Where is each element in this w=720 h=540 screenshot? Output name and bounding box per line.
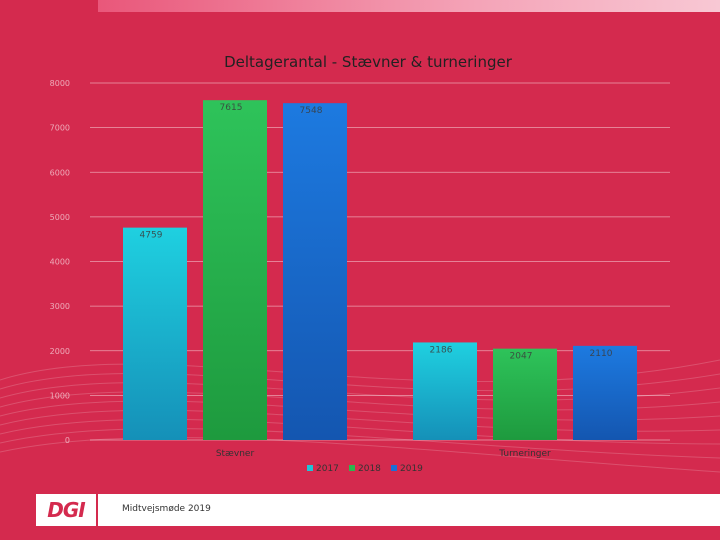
footer-strip [98,494,720,526]
x-tick-label: Turneringer [498,449,551,459]
footer-caption: Midtvejsmøde 2019 [122,504,211,514]
dgi-logo: DGI [36,494,96,526]
bar-2019-Turneringer [573,345,637,440]
x-tick-label: Stævner [216,449,255,459]
legend-label: 2018 [358,464,381,474]
decorative-curve [0,437,720,473]
legend-swatch [307,465,313,471]
y-tick-label: 6000 [50,168,70,177]
chart-title: Deltagerantal - Stævner & turneringer [224,53,513,71]
bar-2018-Turneringer [493,348,557,440]
y-tick-label: 4000 [50,258,70,267]
data-label: 2186 [430,345,453,355]
top-decorative-bar [98,0,720,12]
y-tick-label: 0 [65,436,70,445]
y-tick-label: 5000 [50,213,70,222]
legend-label: 2019 [400,464,423,474]
bar-2019-Stævner [283,103,347,440]
bar-2018-Stævner [203,100,267,440]
bar-chart: Deltagerantal - Stævner & turneringer 0 1… [0,53,720,474]
y-tick-label: 1000 [50,391,70,400]
data-label: 7548 [300,106,323,116]
legend-swatch [349,465,355,471]
bar-2017-Stævner [123,227,187,440]
logo-text: DGI [47,498,85,522]
bar-2017-Turneringer [413,342,477,440]
y-tick-label: 2000 [50,347,70,356]
legend-label: 2017 [316,464,339,474]
data-label: 7615 [220,103,243,113]
y-tick-label: 7000 [50,124,70,133]
legend-swatch [391,465,397,471]
data-label: 4759 [140,231,163,241]
y-tick-label: 8000 [50,79,70,88]
data-label: 2047 [510,352,533,362]
data-label: 2110 [590,349,613,359]
y-tick-label: 3000 [50,302,70,311]
